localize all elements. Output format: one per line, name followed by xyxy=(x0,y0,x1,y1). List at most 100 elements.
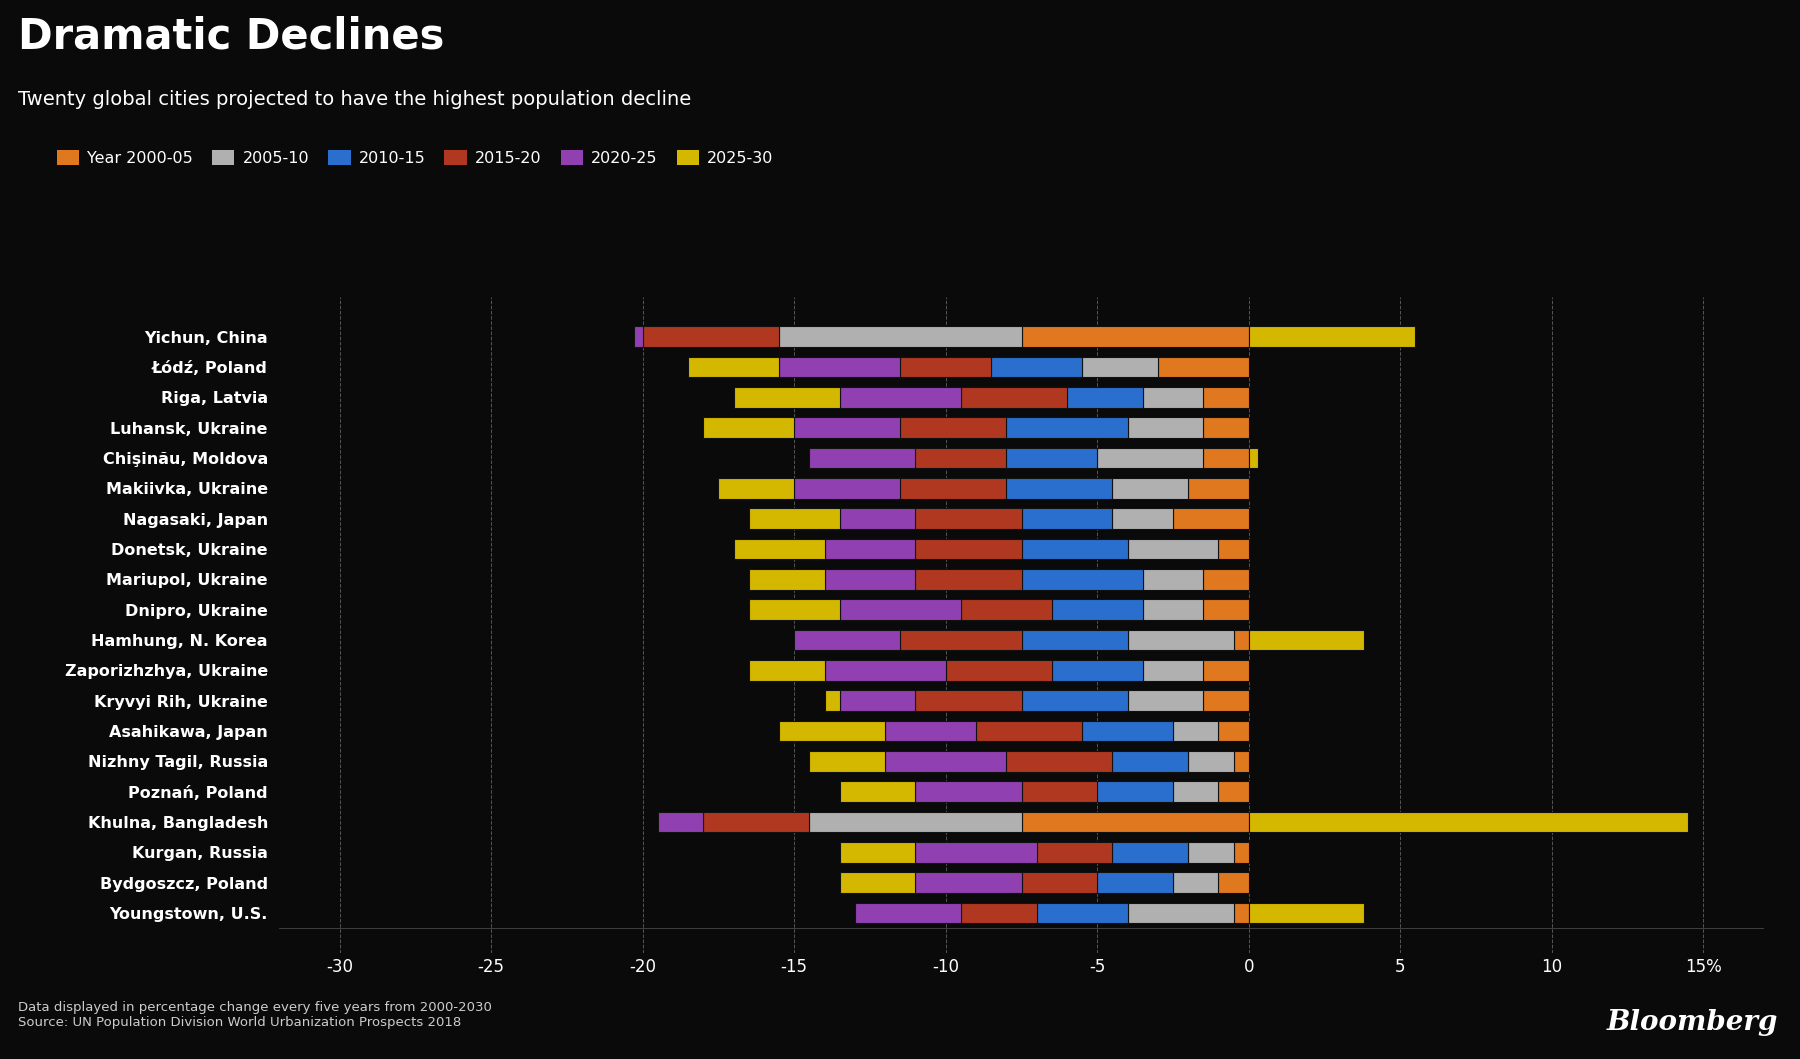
Bar xyxy=(1143,660,1204,681)
Bar xyxy=(824,660,945,681)
Bar xyxy=(1082,357,1157,377)
Text: Dramatic Declines: Dramatic Declines xyxy=(18,16,445,58)
Bar xyxy=(1204,448,1249,468)
Bar xyxy=(1219,539,1249,559)
Bar xyxy=(1233,902,1249,923)
Bar xyxy=(749,508,839,528)
Bar xyxy=(855,902,961,923)
Bar xyxy=(916,842,1037,863)
Bar xyxy=(1204,690,1249,711)
Bar xyxy=(824,539,916,559)
Bar xyxy=(945,660,1051,681)
Bar xyxy=(1219,721,1249,741)
Bar xyxy=(886,751,1006,772)
Bar xyxy=(1022,569,1143,590)
Bar xyxy=(900,417,1006,438)
Bar xyxy=(1204,417,1249,438)
Bar xyxy=(1249,448,1258,468)
Bar xyxy=(1249,326,1415,347)
Bar xyxy=(839,508,916,528)
Bar xyxy=(1037,902,1127,923)
Bar xyxy=(634,326,643,347)
Bar xyxy=(794,417,900,438)
Bar xyxy=(749,599,839,620)
Bar xyxy=(1174,873,1219,893)
Bar xyxy=(1204,569,1249,590)
Bar xyxy=(916,508,1022,528)
Bar xyxy=(794,478,900,499)
Bar xyxy=(1127,630,1233,650)
Bar xyxy=(734,387,839,408)
Bar xyxy=(1127,417,1204,438)
Bar xyxy=(839,842,916,863)
Bar xyxy=(961,599,1051,620)
Bar xyxy=(961,902,1037,923)
Bar xyxy=(1006,751,1112,772)
Bar xyxy=(1051,599,1143,620)
Bar xyxy=(1082,721,1174,741)
Bar xyxy=(1249,811,1688,832)
Bar xyxy=(839,690,916,711)
Text: Bloomberg: Bloomberg xyxy=(1607,1009,1778,1036)
Bar xyxy=(976,721,1082,741)
Bar xyxy=(1022,811,1249,832)
Bar xyxy=(1174,782,1219,802)
Bar xyxy=(916,539,1022,559)
Bar xyxy=(1022,873,1098,893)
Bar xyxy=(824,569,916,590)
Bar xyxy=(839,387,961,408)
Bar xyxy=(1174,721,1219,741)
Bar xyxy=(1006,448,1098,468)
Bar xyxy=(704,811,810,832)
Bar xyxy=(1157,357,1249,377)
Bar xyxy=(1006,478,1112,499)
Bar xyxy=(1022,508,1112,528)
Bar xyxy=(916,873,1022,893)
Bar xyxy=(1143,569,1204,590)
Bar xyxy=(779,357,900,377)
Bar xyxy=(1127,539,1219,559)
Text: Twenty global cities projected to have the highest population decline: Twenty global cities projected to have t… xyxy=(18,90,691,109)
Bar xyxy=(916,569,1022,590)
Bar xyxy=(900,478,1006,499)
Bar xyxy=(1127,690,1204,711)
Bar xyxy=(1143,599,1204,620)
Bar xyxy=(779,326,1022,347)
Bar xyxy=(1112,478,1188,499)
Bar xyxy=(1022,690,1127,711)
Bar xyxy=(1098,448,1204,468)
Bar xyxy=(1006,417,1127,438)
Bar xyxy=(810,811,1022,832)
Bar xyxy=(810,448,916,468)
Bar xyxy=(839,782,916,802)
Bar xyxy=(734,539,824,559)
Bar xyxy=(643,326,779,347)
Bar xyxy=(1233,751,1249,772)
Bar xyxy=(839,873,916,893)
Bar xyxy=(886,721,976,741)
Bar xyxy=(1188,478,1249,499)
Bar xyxy=(1051,660,1143,681)
Bar xyxy=(900,630,1022,650)
Bar xyxy=(1022,326,1249,347)
Bar xyxy=(1233,842,1249,863)
Bar xyxy=(1143,387,1204,408)
Bar xyxy=(1112,508,1174,528)
Bar xyxy=(688,357,779,377)
Bar xyxy=(1204,599,1249,620)
Bar xyxy=(657,811,704,832)
Bar xyxy=(1249,902,1364,923)
Text: Data displayed in percentage change every five years from 2000-2030
Source: UN P: Data displayed in percentage change ever… xyxy=(18,1002,491,1029)
Bar xyxy=(961,387,1067,408)
Bar xyxy=(779,721,886,741)
Bar xyxy=(1098,873,1174,893)
Bar xyxy=(749,569,824,590)
Bar xyxy=(1022,630,1127,650)
Bar xyxy=(1112,751,1188,772)
Bar xyxy=(1174,508,1249,528)
Bar xyxy=(1188,842,1233,863)
Legend: Year 2000-05, 2005-10, 2010-15, 2015-20, 2020-25, 2025-30: Year 2000-05, 2005-10, 2010-15, 2015-20,… xyxy=(58,150,774,166)
Bar xyxy=(1022,782,1098,802)
Bar xyxy=(1022,539,1127,559)
Bar xyxy=(794,630,900,650)
